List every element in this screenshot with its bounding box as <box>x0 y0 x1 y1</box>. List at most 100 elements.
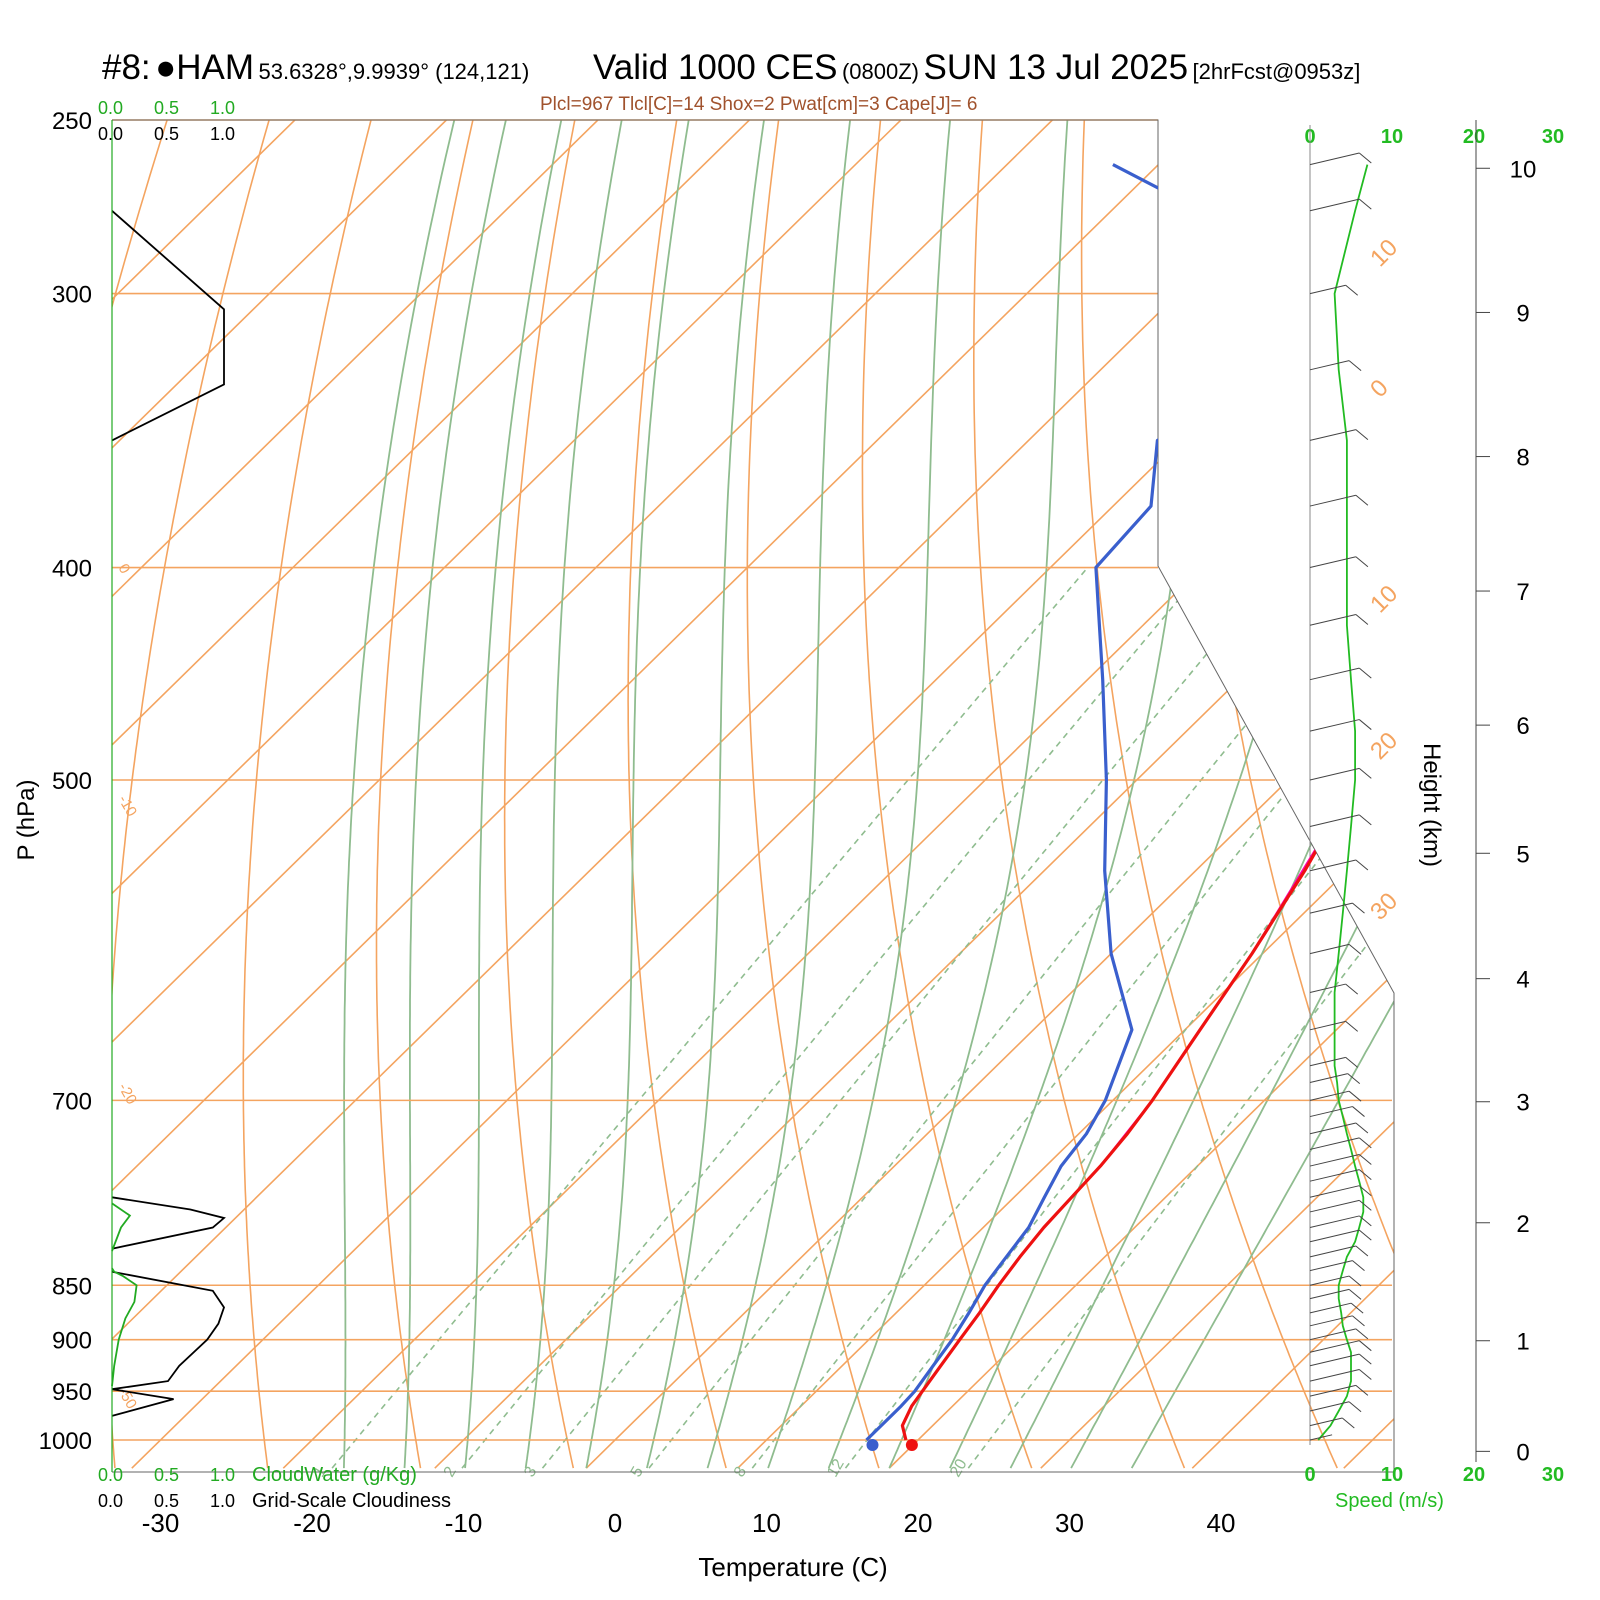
mixing-ratio-label: 12 <box>824 1456 848 1480</box>
wind-barb <box>1309 1328 1357 1341</box>
height-tick-label: 7 <box>1516 579 1529 606</box>
height-tick-label: 10 <box>1510 156 1537 183</box>
moist-adiabat-line <box>706 120 851 1469</box>
valid-zulu: (0800Z) <box>841 59 920 84</box>
wind-barb-flag <box>1358 667 1372 679</box>
wind-barb-flag <box>1355 1122 1369 1134</box>
mixing-ratio-line <box>541 566 1279 1469</box>
dry-adiabat-line <box>861 120 1033 1469</box>
wind-barb <box>1309 1315 1353 1327</box>
isotherm-line <box>112 120 1205 1469</box>
cloudiness-profile <box>111 1196 226 1250</box>
wind-barb-flag <box>1348 360 1362 372</box>
wind-barb-flag <box>1358 1340 1372 1352</box>
wind-barb-flag <box>1350 1302 1364 1314</box>
wind-barb <box>1309 429 1357 441</box>
speed-tick-bottom: 0 <box>1304 1464 1315 1486</box>
isobar-lines <box>112 119 1392 1441</box>
wind-barb-flag <box>1358 1169 1372 1180</box>
wind-barb-flag <box>1355 556 1369 568</box>
wind-barb-flag <box>1358 1185 1372 1197</box>
height-tick-label: 8 <box>1516 445 1529 472</box>
height-tick-label: 4 <box>1516 967 1529 994</box>
height-axis: 0 1 2 3 4 5 6 7 8 9 10 Height (km) <box>1418 120 1536 1466</box>
station-id: #8: <box>102 48 151 87</box>
plot-frame <box>111 119 1395 1473</box>
wind-speed-profile <box>1317 164 1369 1441</box>
valid-label: Valid 1000 CES <box>593 48 838 87</box>
wind-barb <box>1309 1353 1360 1367</box>
station-coords: 53.6328°,9.9939° (124,121) <box>258 59 530 84</box>
plot-boundary <box>112 119 1395 1472</box>
wind-barb-flag <box>1358 1154 1372 1165</box>
sounding-parameters: Plcl=967 Tlcl[C]=14 Shox=2 Pwat[cm]=3 Ca… <box>540 94 978 115</box>
wind-barb <box>1309 152 1360 166</box>
pressure-tick-label: 400 <box>52 556 92 583</box>
cloudwater-profile <box>111 1267 138 1387</box>
wind-barb <box>1309 1153 1360 1167</box>
wind-barb <box>1309 943 1350 955</box>
cloudiness-tick-top: 0.5 <box>154 124 179 144</box>
isotherm-line <box>737 120 1394 1469</box>
wind-barb-flag <box>1348 944 1362 955</box>
isotherm-label: 20 <box>1365 727 1403 765</box>
cloudiness-tick-top: 0.0 <box>98 124 123 144</box>
wind-barb <box>1309 1275 1350 1286</box>
wind-barb <box>1309 1185 1360 1198</box>
wind-barb <box>1309 613 1357 626</box>
wind-barb <box>1309 1260 1353 1272</box>
wind-barb <box>1309 1106 1353 1118</box>
wind-barb-flag <box>1347 1073 1361 1085</box>
cloudiness-profile <box>111 210 225 442</box>
wind-barb-flag <box>1358 1199 1372 1211</box>
mixing-ratio-line <box>331 566 1089 1469</box>
x-axis-title: Temperature (C) <box>698 1552 887 1582</box>
dewpoint-profile <box>865 163 1285 1442</box>
isotherm-line <box>282 120 1394 1469</box>
cloudwater-tick-bottom: 0.0 <box>98 1465 123 1485</box>
isotherm-label: -20 <box>115 1080 141 1107</box>
pressure-tick-label: 300 <box>52 282 92 309</box>
wind-barb-flag <box>1358 814 1372 826</box>
wind-barb-flag <box>1355 429 1369 440</box>
station-name: HAM <box>176 48 255 87</box>
x-tick-label: 0 <box>608 1508 622 1538</box>
mixing-ratio-line <box>751 566 1394 1469</box>
mixing-ratio-line <box>648 566 1375 1469</box>
wind-barb-flag <box>1355 494 1369 506</box>
wind-barb-flag <box>1358 198 1372 210</box>
cloudwater-tick-bottom: 0.5 <box>154 1465 179 1485</box>
wind-barb-flag <box>1358 1215 1372 1227</box>
wind-barb <box>1309 1384 1357 1397</box>
cloudwater-tick-bottom: 1.0 <box>210 1465 235 1485</box>
wind-barb <box>1309 1090 1350 1101</box>
moist-adiabat-line <box>343 120 456 1469</box>
speed-tick-top: 10 <box>1381 126 1403 148</box>
cloudwater-profile <box>111 1202 132 1252</box>
isotherm-line <box>112 120 1356 1469</box>
wind-barb <box>1309 1245 1357 1258</box>
wind-barb-flag <box>1348 1275 1362 1287</box>
cloudiness-tick-bottom: 0.5 <box>154 1491 179 1511</box>
wind-barb-flag <box>1358 1369 1372 1380</box>
wind-barb-flag <box>1345 284 1359 296</box>
pressure-tick-label: 250 <box>52 108 92 135</box>
wind-barb <box>1309 1073 1348 1084</box>
x-tick-label: 40 <box>1207 1508 1236 1538</box>
moist-adiabat-line <box>464 120 563 1469</box>
pressure-tick-label: 900 <box>52 1328 92 1355</box>
wind-barb-flag <box>1345 983 1359 995</box>
isotherm-line <box>131 120 1394 1469</box>
valid-date: SUN 13 Jul 2025 <box>923 48 1189 87</box>
x-tick-label: -10 <box>445 1508 483 1538</box>
wind-barb <box>1309 284 1346 295</box>
isotherm-line <box>112 120 1053 1469</box>
mixing-ratio-label: 20 <box>947 1456 971 1480</box>
dry-adiabat-line <box>503 120 576 1469</box>
isotherm-line <box>112 120 750 1469</box>
wind-barb <box>1309 1368 1360 1382</box>
wind-barb-flag <box>1348 1090 1362 1102</box>
wind-barb-flag <box>1352 1315 1365 1327</box>
